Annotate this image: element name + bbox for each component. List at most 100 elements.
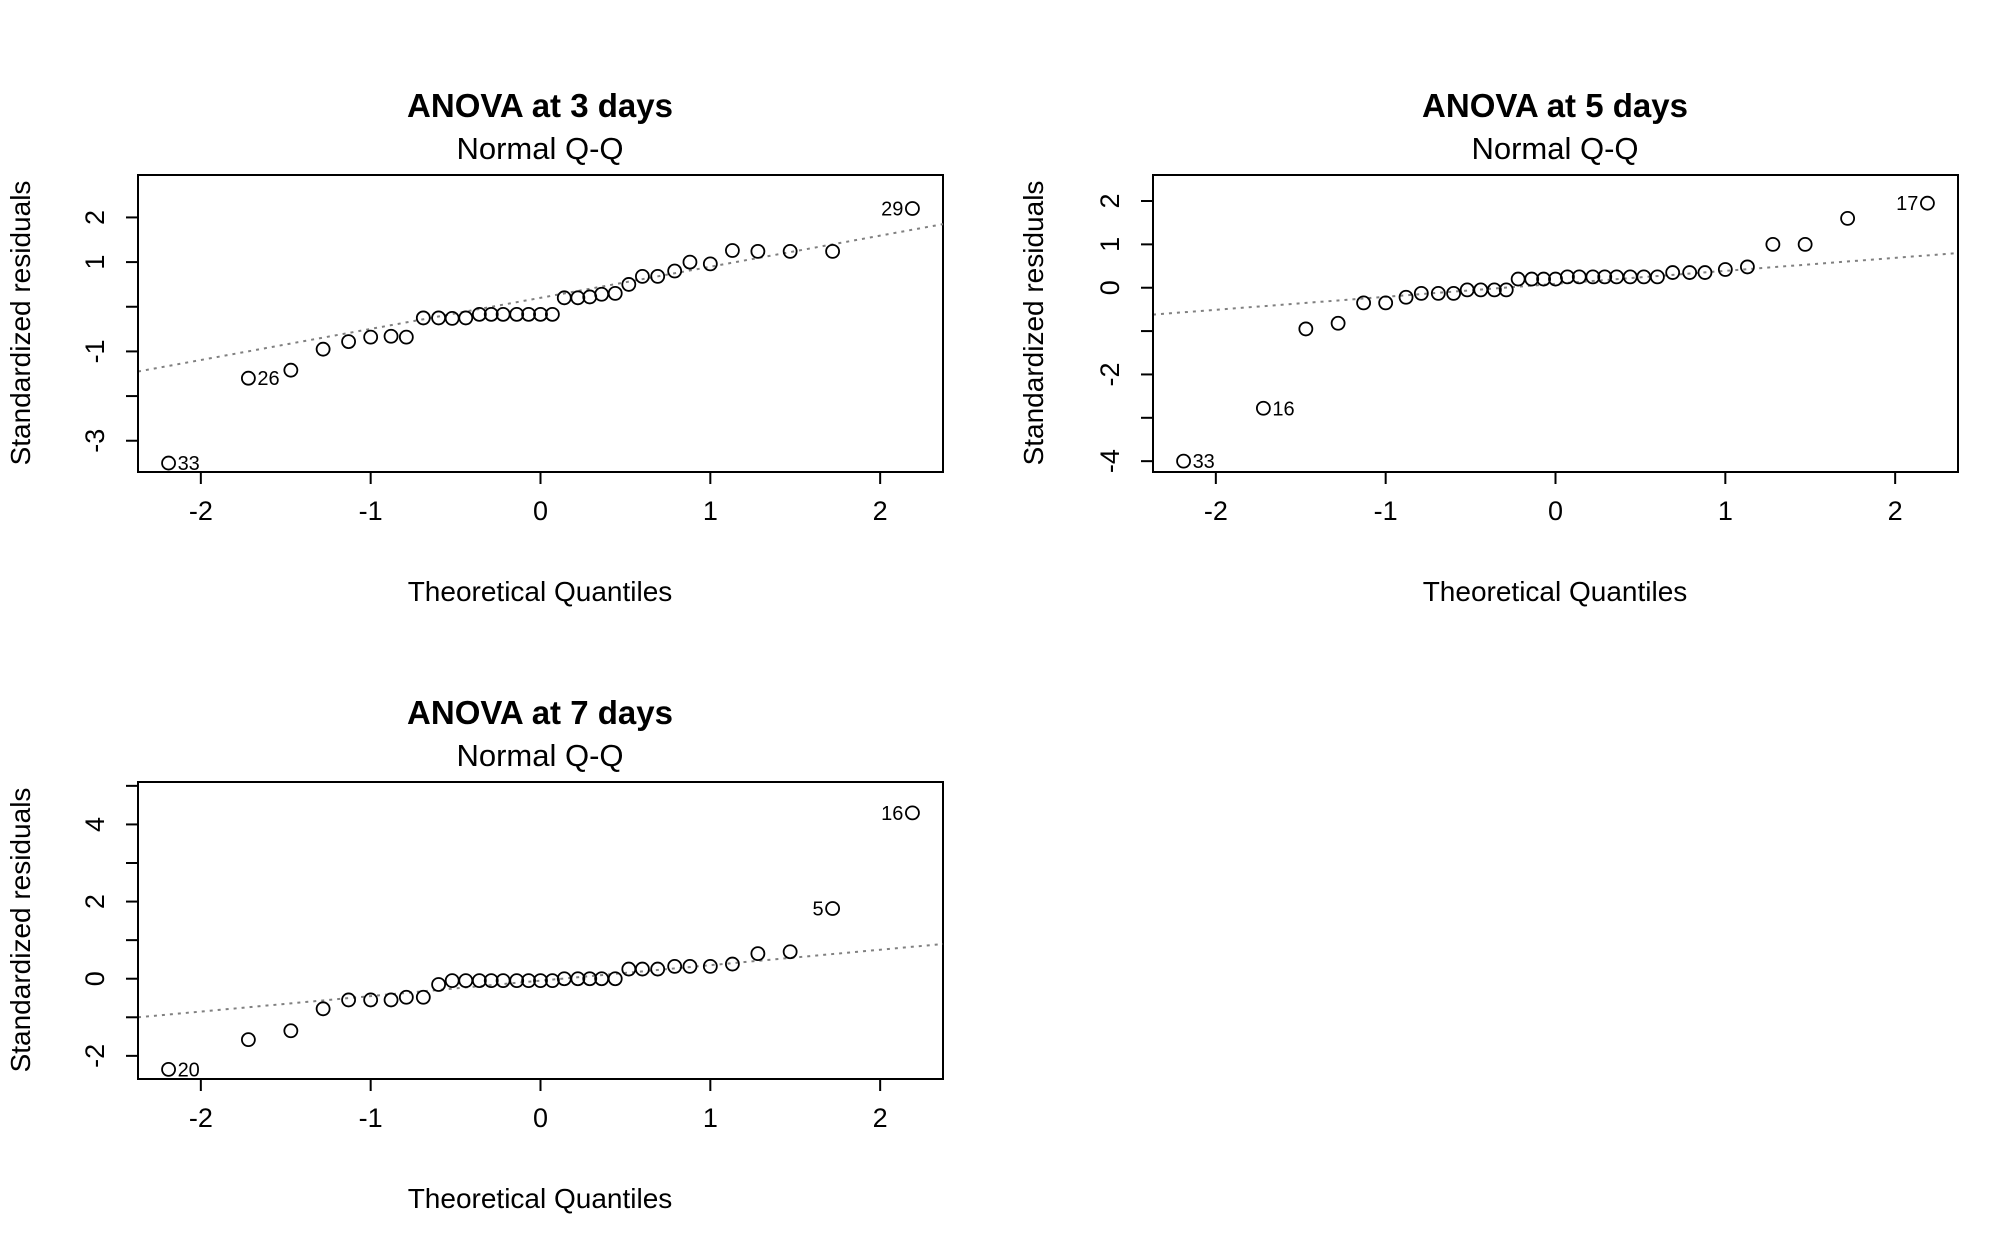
data-point bbox=[415, 310, 431, 326]
data-point bbox=[483, 306, 499, 322]
data-point bbox=[1765, 236, 1781, 252]
data-point bbox=[1717, 262, 1733, 277]
data-point bbox=[1649, 269, 1665, 285]
data-point bbox=[533, 306, 548, 322]
data-point bbox=[544, 306, 560, 322]
panel-anova-3-days: ANOVA at 3 days Normal Q-Q -2 -1 0 1 2 -3 -1 1 2… bbox=[5, 87, 944, 607]
plot-marks: -2 -1 0 1 2 -4 -2 0 1 2 33 16 17 bbox=[1095, 193, 1959, 526]
x-axis-label: Theoretical Quantiles bbox=[408, 1183, 673, 1214]
data-point bbox=[458, 973, 474, 989]
panel-title: ANOVA at 3 days bbox=[407, 87, 673, 124]
data-point bbox=[509, 973, 525, 989]
data-point bbox=[825, 243, 841, 259]
qq-reference-line bbox=[137, 223, 944, 373]
data-point bbox=[725, 956, 740, 972]
data-point bbox=[570, 290, 586, 306]
data-point bbox=[1697, 265, 1713, 280]
data-point bbox=[1665, 265, 1681, 280]
data-point bbox=[521, 306, 537, 322]
x-axis-label: Theoretical Quantiles bbox=[408, 576, 673, 607]
data-point bbox=[471, 973, 487, 989]
y-tick-label: 2 bbox=[80, 894, 110, 909]
plot-marks: -2 -1 0 1 2 -3 -1 1 2 33 26 29 bbox=[80, 198, 944, 526]
data-point bbox=[444, 973, 460, 989]
plot-frame bbox=[137, 174, 944, 473]
data-point bbox=[570, 971, 586, 987]
data-point bbox=[621, 277, 637, 292]
x-tick-label: 2 bbox=[873, 1103, 888, 1133]
point-annotation: 33 bbox=[178, 453, 200, 475]
data-point bbox=[1498, 282, 1514, 298]
point-annotation: 16 bbox=[1272, 398, 1294, 420]
panel-title: ANOVA at 5 days bbox=[1422, 87, 1688, 124]
data-point bbox=[1840, 210, 1856, 226]
x-axis-label: Theoretical Quantiles bbox=[1423, 576, 1688, 607]
data-point bbox=[1459, 282, 1475, 298]
panel-subtitle: Normal Q-Q bbox=[456, 738, 623, 773]
data-point bbox=[682, 958, 698, 974]
plot-marks: -2 -1 0 1 2 -2 0 2 4 20 5 16 bbox=[80, 784, 944, 1133]
data-point bbox=[431, 310, 447, 326]
x-tick-label: -1 bbox=[1374, 496, 1398, 526]
point-annotation: 33 bbox=[1193, 451, 1215, 473]
x-tick-label: 2 bbox=[873, 496, 888, 526]
data-point bbox=[621, 961, 637, 977]
data-point bbox=[398, 329, 414, 345]
data-point bbox=[750, 243, 766, 259]
qq-reference-line bbox=[137, 943, 944, 1019]
point-annotation: 26 bbox=[257, 368, 279, 390]
data-point bbox=[1398, 289, 1414, 305]
data-point bbox=[1255, 400, 1271, 416]
data-point bbox=[1330, 315, 1346, 331]
x-tick-label: -2 bbox=[189, 1103, 213, 1133]
data-point bbox=[1682, 265, 1698, 280]
data-point bbox=[315, 341, 331, 357]
point-annotation: 5 bbox=[812, 899, 823, 921]
data-point bbox=[1356, 295, 1371, 311]
data-point bbox=[383, 328, 399, 344]
data-point bbox=[650, 268, 666, 284]
x-tick-label: 1 bbox=[703, 1103, 718, 1133]
panel-subtitle: Normal Q-Q bbox=[456, 131, 623, 166]
data-point bbox=[1797, 236, 1813, 252]
data-point bbox=[905, 805, 920, 821]
data-point bbox=[594, 286, 610, 302]
y-axis-label: Standardized residuals bbox=[5, 181, 36, 466]
plot-frame bbox=[1152, 174, 1959, 473]
y-tick-label: -4 bbox=[1095, 449, 1125, 473]
data-point bbox=[750, 946, 766, 962]
point-annotation: 16 bbox=[881, 803, 903, 825]
panel-anova-7-days: ANOVA at 7 days Normal Q-Q -2 -1 0 1 2 -2 0 2 4 2… bbox=[5, 694, 944, 1214]
x-tick-label: -2 bbox=[189, 496, 213, 526]
data-point bbox=[1378, 295, 1394, 311]
y-tick-label: -2 bbox=[80, 1044, 110, 1068]
data-point bbox=[383, 992, 399, 1008]
data-point bbox=[431, 977, 447, 992]
data-point bbox=[702, 256, 718, 272]
data-point bbox=[667, 958, 683, 974]
data-point bbox=[341, 992, 356, 1008]
data-point bbox=[161, 1061, 176, 1077]
data-point bbox=[667, 263, 683, 279]
data-point bbox=[1524, 271, 1540, 287]
data-point bbox=[315, 1001, 331, 1017]
panel-anova-5-days: ANOVA at 5 days Normal Q-Q -2 -1 0 1 2 -4 -2 0 1… bbox=[1018, 87, 1959, 607]
data-point bbox=[363, 329, 379, 345]
y-tick-label: 2 bbox=[80, 210, 110, 225]
data-point bbox=[1486, 282, 1502, 298]
x-tick-label: 2 bbox=[1888, 496, 1903, 526]
data-point bbox=[161, 455, 176, 471]
data-point bbox=[1176, 453, 1191, 469]
data-point bbox=[782, 944, 798, 960]
data-point bbox=[1413, 285, 1429, 301]
point-annotation: 29 bbox=[881, 198, 903, 220]
y-tick-label: -2 bbox=[1095, 362, 1125, 386]
y-tick-label: 0 bbox=[1095, 280, 1125, 295]
data-point bbox=[471, 306, 487, 322]
data-point bbox=[1622, 269, 1638, 285]
data-point bbox=[1597, 269, 1613, 285]
data-point bbox=[363, 992, 379, 1008]
data-point bbox=[1510, 271, 1526, 287]
point-annotation: 20 bbox=[178, 1059, 200, 1081]
data-point bbox=[650, 961, 666, 977]
